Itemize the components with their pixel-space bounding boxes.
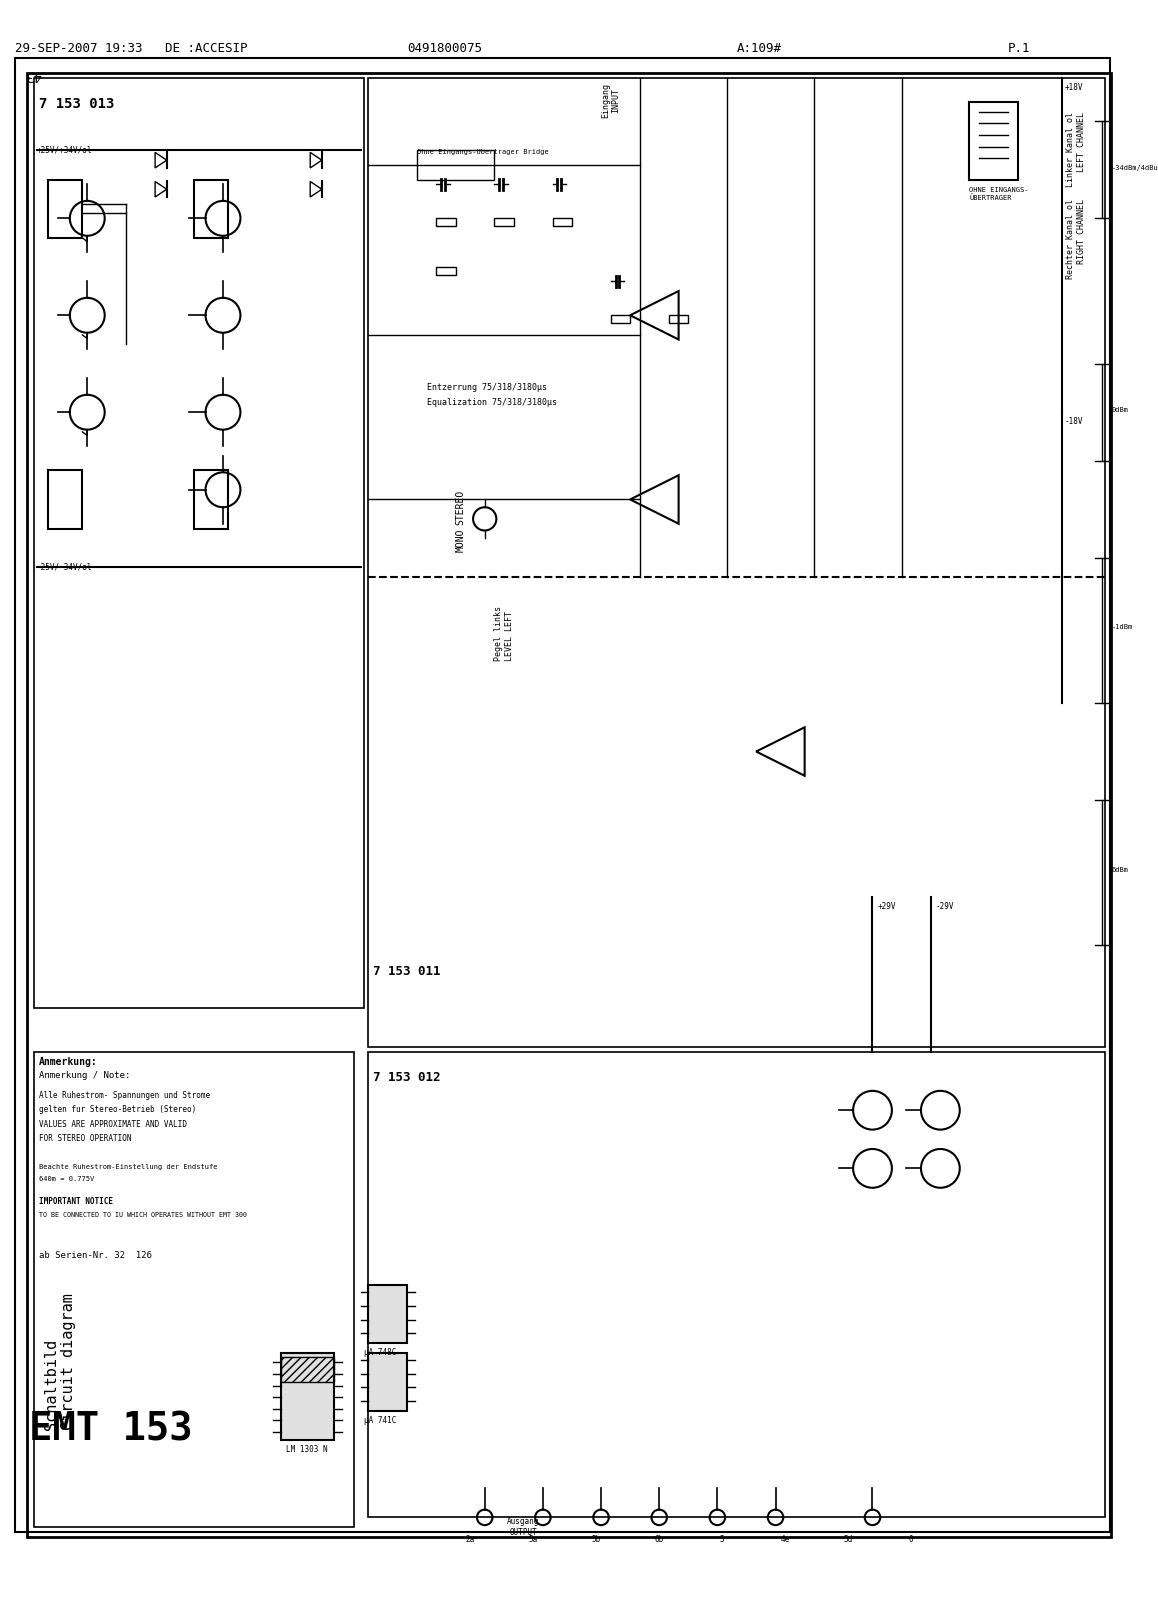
- Text: 6dBm: 6dBm: [1112, 867, 1129, 872]
- Text: gelten fur Stereo-Betrieb (Stereo): gelten fur Stereo-Betrieb (Stereo): [38, 1106, 196, 1114]
- Text: FOR STEREO OPERATION: FOR STEREO OPERATION: [38, 1134, 131, 1144]
- Text: 7 153 013: 7 153 013: [38, 98, 115, 110]
- Text: Schaltbild
Circuit diagram: Schaltbild Circuit diagram: [44, 1293, 76, 1430]
- Text: IMPORTANT NOTICE: IMPORTANT NOTICE: [38, 1197, 112, 1206]
- Text: VALUES ARE APPROXIMATE AND VALID: VALUES ARE APPROXIMATE AND VALID: [38, 1120, 186, 1130]
- Text: Ohne Eingangs-Ubertrager Bridge: Ohne Eingangs-Ubertrager Bridge: [417, 149, 549, 155]
- Text: Linker Kanal ol
LEFT CHANNEL: Linker Kanal ol LEFT CHANNEL: [1067, 112, 1086, 187]
- Text: 2a: 2a: [466, 1534, 475, 1544]
- Text: +29V: +29V: [878, 902, 896, 910]
- Bar: [34, 78, 364, 1008]
- Text: Entzerrung 75/318/3180μs: Entzerrung 75/318/3180μs: [426, 382, 547, 392]
- Bar: [669, 315, 688, 323]
- Text: STEREO: STEREO: [455, 490, 466, 525]
- Text: Anmerkung / Note:: Anmerkung / Note:: [38, 1072, 130, 1080]
- Text: 640m = 0.775V: 640m = 0.775V: [38, 1176, 94, 1182]
- Text: 0dBm: 0dBm: [1112, 408, 1129, 413]
- Text: 5d: 5d: [844, 1534, 853, 1544]
- Text: μA 741C: μA 741C: [364, 1416, 396, 1424]
- Text: 7 153 012: 7 153 012: [373, 1072, 441, 1085]
- Bar: [969, 102, 1018, 179]
- Text: 5b: 5b: [592, 1534, 601, 1544]
- Text: P.1: P.1: [1009, 42, 1031, 54]
- Text: Rechter Kanal ol
RIGHT CHANNEL: Rechter Kanal ol RIGHT CHANNEL: [1067, 198, 1086, 278]
- Text: 6b: 6b: [654, 1534, 664, 1544]
- Text: -25V/-34V/ol: -25V/-34V/ol: [37, 563, 93, 571]
- Text: -18V: -18V: [1064, 418, 1083, 426]
- Text: LM 1303 N: LM 1303 N: [286, 1445, 328, 1454]
- Bar: [281, 1357, 335, 1382]
- Text: EMT 153: EMT 153: [29, 1411, 192, 1448]
- Bar: [494, 218, 514, 226]
- Text: MONO: MONO: [455, 528, 466, 552]
- Bar: [552, 218, 572, 226]
- Bar: [610, 315, 630, 323]
- Bar: [34, 1053, 354, 1526]
- Text: 7 153 011: 7 153 011: [373, 965, 441, 978]
- Text: Eingang
INPUT: Eingang INPUT: [601, 83, 621, 118]
- Text: A:109#: A:109#: [736, 42, 782, 54]
- Bar: [368, 1352, 408, 1411]
- Bar: [368, 1285, 408, 1342]
- Text: ab Serien-Nr. 32  126: ab Serien-Nr. 32 126: [38, 1251, 152, 1259]
- Bar: [49, 179, 82, 238]
- Text: μA 748C: μA 748C: [364, 1347, 396, 1357]
- Text: -34dBm/4dBu: -34dBm/4dBu: [1112, 165, 1158, 171]
- Text: Anmerkung:: Anmerkung:: [38, 1058, 97, 1067]
- Text: Alle Ruhestrom- Spannungen und Strome: Alle Ruhestrom- Spannungen und Strome: [38, 1091, 210, 1099]
- Text: 5a: 5a: [528, 1534, 537, 1544]
- Bar: [417, 150, 494, 179]
- Text: Beachte Ruhestrom-Einstellung der Endstufe: Beachte Ruhestrom-Einstellung der Endstu…: [38, 1163, 218, 1170]
- Text: +25V/+34V/ol: +25V/+34V/ol: [37, 146, 93, 155]
- Bar: [49, 470, 82, 528]
- Text: Pegel links
LEVEL LEFT: Pegel links LEVEL LEFT: [494, 606, 514, 661]
- Bar: [437, 218, 455, 226]
- Bar: [368, 78, 1105, 1048]
- Text: 0491800075: 0491800075: [408, 42, 482, 54]
- Bar: [193, 470, 228, 528]
- Text: 4e: 4e: [780, 1534, 790, 1544]
- Text: 43: 43: [24, 69, 41, 82]
- Bar: [193, 179, 228, 238]
- Text: Ausgang
OUTPUT: Ausgang OUTPUT: [507, 1517, 540, 1536]
- Text: +18V: +18V: [1064, 83, 1083, 91]
- Text: 29-SEP-2007 19:33   DE :ACCESIP: 29-SEP-2007 19:33 DE :ACCESIP: [15, 42, 247, 54]
- Bar: [437, 267, 455, 275]
- Text: TO BE CONNECTED TO IU WHICH OPERATES WITHOUT EMT 300: TO BE CONNECTED TO IU WHICH OPERATES WIT…: [38, 1213, 247, 1218]
- Text: 5: 5: [720, 1534, 725, 1544]
- Bar: [281, 1352, 335, 1440]
- Text: -1dBm: -1dBm: [1112, 624, 1134, 630]
- Bar: [368, 1053, 1105, 1517]
- Text: OHNE EINGANGS-
ÜBERTRAGER: OHNE EINGANGS- ÜBERTRAGER: [969, 187, 1029, 202]
- Text: -29V: -29V: [936, 902, 954, 910]
- Text: 0: 0: [909, 1534, 914, 1544]
- Text: Equalization 75/318/3180μs: Equalization 75/318/3180μs: [426, 398, 557, 406]
